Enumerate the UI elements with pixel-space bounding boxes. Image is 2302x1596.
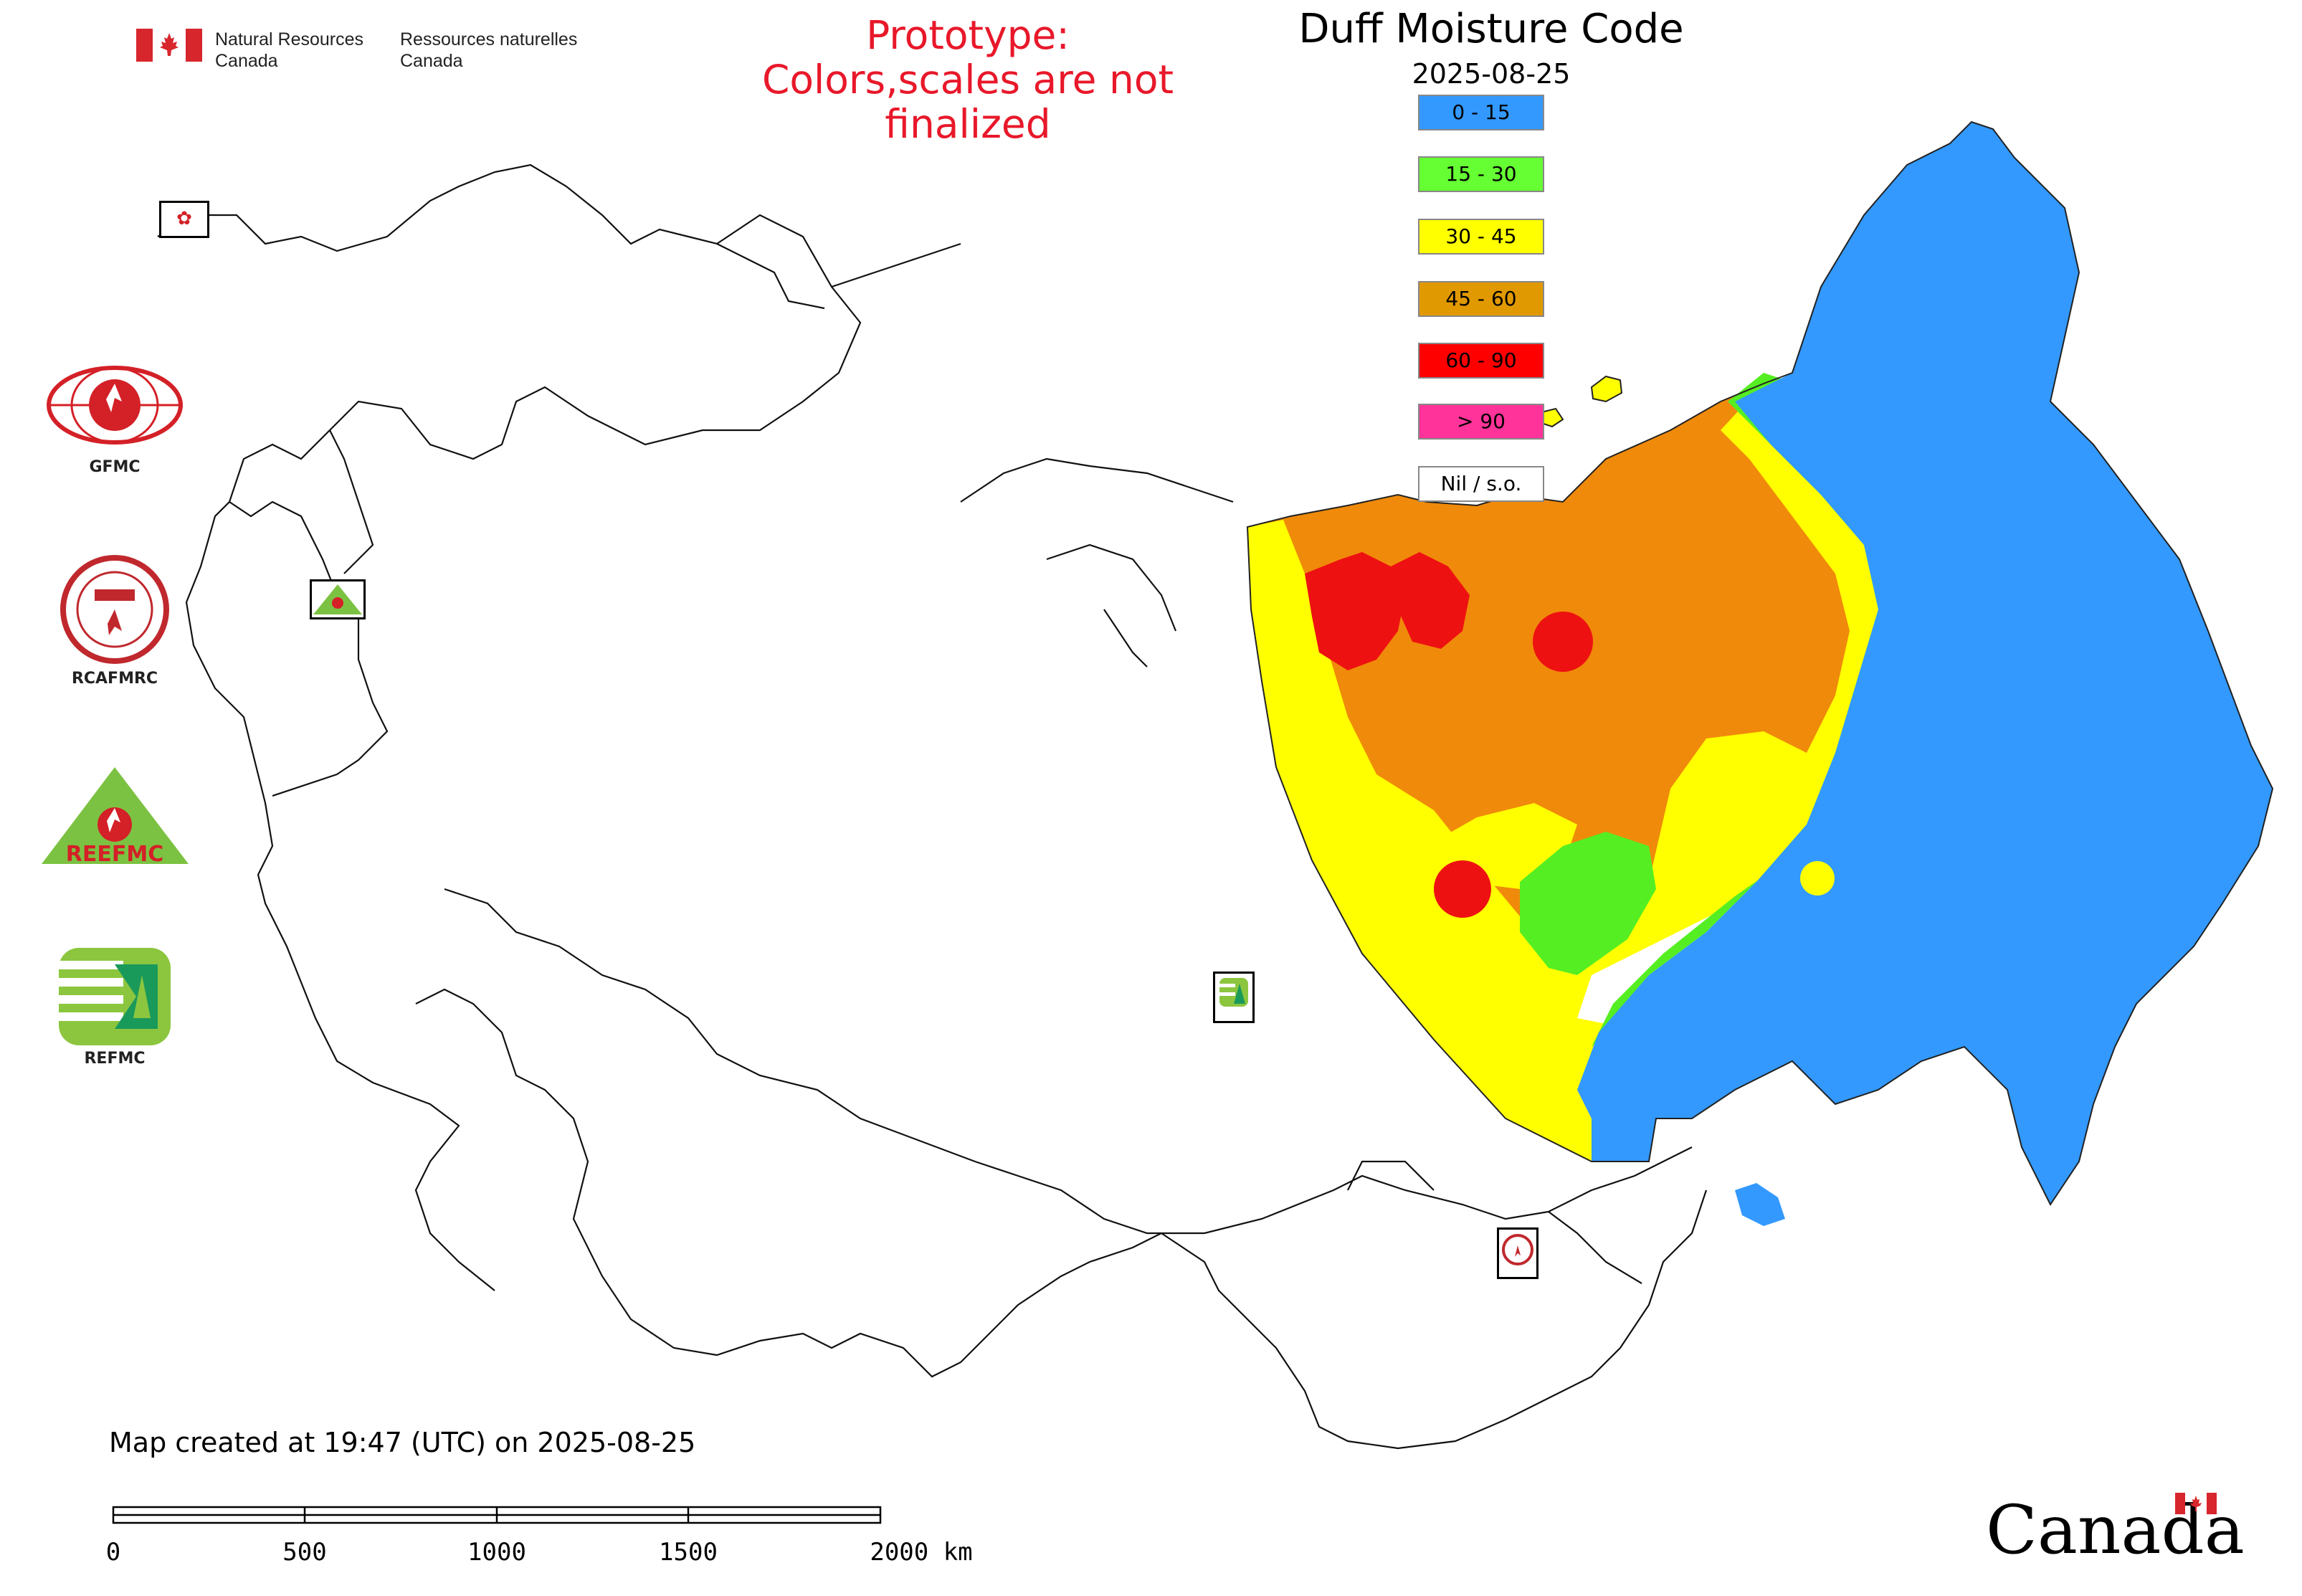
rcafmrc-logo-icon xyxy=(60,555,169,664)
gfmc-logo-icon xyxy=(47,366,183,445)
scale-label: 0 xyxy=(105,1538,121,1567)
dmc-region-0-15 xyxy=(1907,825,2093,1032)
legend-item: 15 - 30 xyxy=(1418,156,1544,192)
island xyxy=(1541,407,1564,428)
org-label: RCAFMRC xyxy=(71,670,158,688)
legend-item: 45 - 60 xyxy=(1418,281,1544,317)
island xyxy=(1590,375,1623,403)
dmc-region-60-90 xyxy=(1305,552,1405,670)
legend-item: 30 - 45 xyxy=(1418,219,1544,255)
canada-wordmark-flag-icon xyxy=(2175,1493,2217,1514)
svg-text:REEFMC: REEFMC xyxy=(65,842,163,867)
scale-label: 1000 xyxy=(467,1538,526,1567)
dmc-region-15-30 xyxy=(1520,832,1656,975)
reefmc-map-marker-icon xyxy=(310,579,366,619)
rcafmrc-logo: RCAFMRC xyxy=(36,552,194,688)
region-outline xyxy=(1246,120,2274,1206)
dmc-region-0-15 xyxy=(1577,122,2273,1205)
legend-item: 0 - 15 xyxy=(1418,95,1544,130)
agency-name-fr: Ressources naturelles Canada xyxy=(400,29,578,71)
canada-wordmark: Canada xyxy=(1986,1491,2245,1569)
scale-label: 500 xyxy=(282,1538,327,1567)
legend-item: > 90 xyxy=(1418,404,1544,440)
prototype-notice: Prototype: Colors,scales are not finaliz… xyxy=(761,12,1174,147)
dmc-region-60-90 xyxy=(1533,612,1593,672)
legend-item: 60 - 90 xyxy=(1418,343,1544,379)
dmc-region-30-45 xyxy=(1247,384,1936,1162)
map-date: 2025-08-25 xyxy=(1412,58,1571,90)
refmc-logo-icon xyxy=(59,948,171,1045)
agency-name-en: Natural Resources Canada xyxy=(215,29,364,71)
agency-header: Natural Resources Canada Ressources natu… xyxy=(136,29,586,72)
dmc-region-60-90 xyxy=(1391,552,1470,649)
refmc-map-marker-icon xyxy=(1213,972,1255,1023)
gfmc-logo: GFMC xyxy=(36,362,194,476)
legend-item: Nil / s.o. xyxy=(1418,466,1544,502)
org-label: GFMC xyxy=(89,458,141,476)
rcafmrc-map-marker-icon xyxy=(1497,1227,1538,1279)
gfmc-map-marker-icon: ✿ xyxy=(159,201,209,238)
canada-flag-icon xyxy=(136,29,202,62)
scale-bar xyxy=(112,1506,882,1524)
dmc-region-0-15 xyxy=(1735,1183,1785,1226)
dmc-region-60-90 xyxy=(1434,860,1491,918)
reefmc-logo-icon: REEFMC xyxy=(41,767,189,867)
map-title: Duff Moisture Code xyxy=(1298,6,1684,52)
map-created-note: Map created at 19:47 (UTC) on 2025-08-25 xyxy=(109,1427,696,1458)
scale-label: 1500 xyxy=(659,1538,718,1567)
reefmc-logo: REEFMC xyxy=(36,764,194,874)
refmc-logo: REFMC xyxy=(36,946,194,1068)
org-label: REFMC xyxy=(84,1050,146,1068)
scale-label: 2000 km xyxy=(870,1538,973,1567)
dmc-region-30-45 xyxy=(1800,861,1835,896)
